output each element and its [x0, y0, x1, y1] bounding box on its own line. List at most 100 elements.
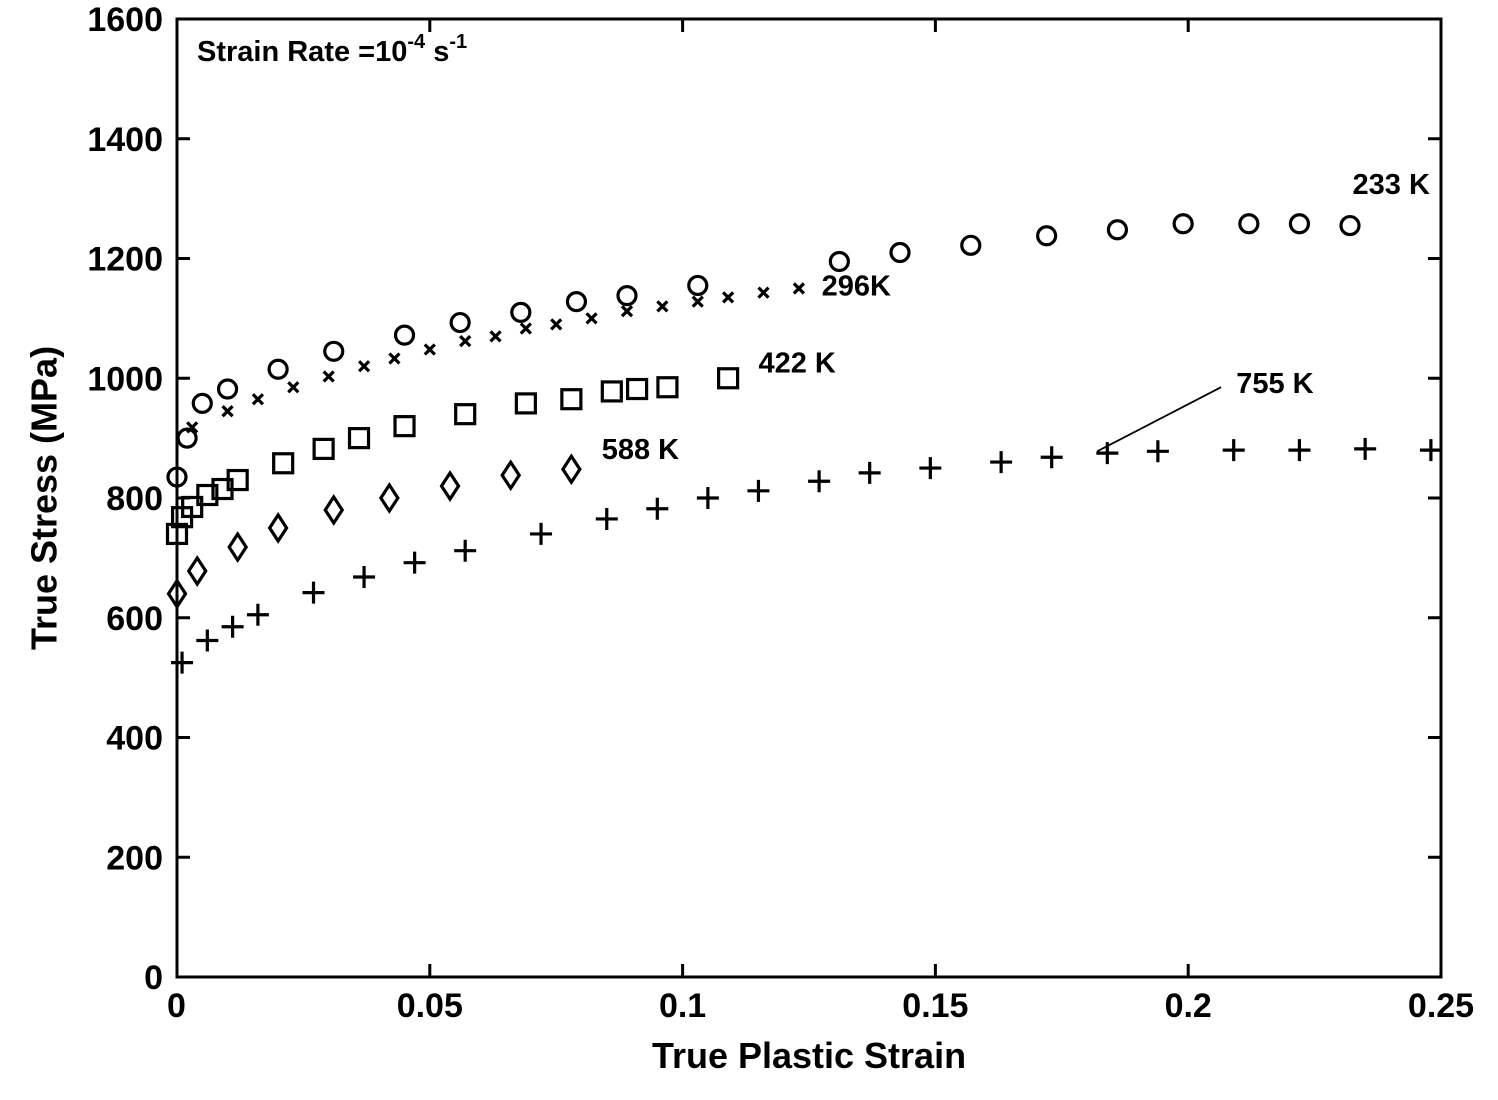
- circle-marker: [1339, 214, 1361, 237]
- x-marker: [757, 286, 770, 299]
- circle-marker: [323, 340, 345, 362]
- y-tick-label: 1400: [87, 121, 163, 159]
- circle-marker: [510, 301, 532, 323]
- tick-labels: 0 0.05 0.1 0.15 0.2 0.25 0 200 400 600 800 1000 1200…: [87, 1, 1474, 1025]
- circle-marker: [191, 392, 213, 414]
- x-marker: [459, 334, 472, 348]
- x-marker: [550, 318, 563, 331]
- square-marker: [196, 483, 219, 507]
- plus-marker: [171, 651, 194, 674]
- plus-marker: [302, 581, 325, 604]
- square-marker: [656, 376, 679, 399]
- plus-marker: [696, 487, 719, 509]
- series-label: 588 K: [602, 434, 679, 466]
- series-labels: 233 K 296K 422 K 588 K 755 K: [602, 169, 1430, 466]
- x-marker: [489, 330, 502, 343]
- x-marker: [620, 305, 634, 318]
- x-marker: [792, 282, 806, 295]
- circle-marker: [1288, 213, 1311, 235]
- circle-marker: [1036, 225, 1058, 247]
- x-marker: [221, 405, 234, 418]
- square-marker: [312, 437, 335, 461]
- y-tick-label: 1600: [87, 1, 163, 39]
- x-marker: [251, 393, 265, 406]
- y-axis-label: True Stress (MPa): [24, 346, 65, 650]
- plus-marker: [919, 457, 942, 480]
- circle-marker: [1106, 219, 1129, 241]
- data-markers: [165, 213, 1442, 674]
- circle-marker: [828, 250, 850, 273]
- square-marker: [393, 415, 416, 438]
- x-marker: [721, 291, 735, 304]
- plus-marker: [747, 479, 770, 502]
- x-tick-label: 0.05: [397, 987, 463, 1025]
- circle-marker: [1172, 213, 1194, 235]
- plus-marker: [530, 522, 553, 545]
- square-marker: [454, 403, 477, 426]
- square-marker: [226, 468, 249, 492]
- diamond-marker: [186, 555, 208, 587]
- y-tick-label: 1000: [87, 360, 163, 398]
- annotation-unit: s: [425, 36, 449, 68]
- plus-marker: [1288, 439, 1311, 462]
- square-marker: [625, 377, 649, 401]
- leader-line-755k: [1096, 386, 1222, 453]
- x-marker: [585, 312, 598, 325]
- x-marker: [388, 352, 401, 365]
- axis-ticks: [175, 17, 1443, 979]
- circle-marker: [393, 324, 416, 346]
- circle-marker: [216, 378, 239, 400]
- plus-marker: [196, 629, 219, 652]
- y-tick-label: 600: [106, 600, 163, 638]
- x-tick-label: 0.15: [902, 987, 968, 1025]
- circle-marker: [1238, 213, 1260, 235]
- circle-marker: [565, 291, 588, 313]
- x-marker: [519, 322, 532, 335]
- y-tick-label: 800: [106, 480, 163, 518]
- circle-marker: [267, 358, 289, 380]
- diamond-marker: [439, 470, 461, 502]
- x-marker: [357, 360, 371, 373]
- plus-marker: [1354, 437, 1377, 460]
- x-tick-label: 0: [167, 987, 186, 1025]
- circle-marker: [687, 274, 709, 297]
- circle-marker: [616, 285, 638, 307]
- plot-frame: [175, 17, 1443, 979]
- square-marker: [560, 388, 583, 411]
- series-label: 422 K: [758, 347, 835, 379]
- plus-marker: [990, 451, 1013, 474]
- diamond-marker: [500, 459, 522, 492]
- square-marker: [347, 427, 371, 450]
- x-marker: [287, 381, 300, 394]
- circle-marker: [889, 241, 911, 264]
- y-tick-label: 200: [106, 839, 163, 877]
- series-label: 296K: [822, 271, 891, 303]
- square-marker: [717, 367, 740, 390]
- annotation-exponent: -4: [407, 31, 426, 53]
- series-label: 755 K: [1236, 368, 1313, 400]
- diamond-marker: [323, 494, 345, 526]
- plus-marker: [1222, 439, 1245, 462]
- x-marker: [691, 295, 704, 308]
- plus-marker: [646, 497, 669, 520]
- square-marker: [600, 380, 623, 403]
- circle-marker: [449, 311, 471, 334]
- strain-rate-annotation: Strain Rate =10-4 s-1: [197, 31, 467, 68]
- x-tick-label: 0.25: [1408, 987, 1474, 1025]
- x-tick-label: 0.2: [1165, 987, 1212, 1025]
- x-axis-label: True Plastic Strain: [652, 1035, 966, 1076]
- plus-marker: [858, 461, 881, 484]
- y-tick-label: 1200: [87, 241, 163, 279]
- diamond-marker: [227, 531, 249, 564]
- series-label: 233 K: [1353, 169, 1430, 201]
- diamond-marker: [560, 453, 582, 486]
- x-marker: [656, 300, 669, 313]
- x-marker: [186, 421, 199, 434]
- square-marker: [181, 495, 204, 519]
- plus-marker: [246, 603, 269, 626]
- plus-marker: [1419, 439, 1442, 462]
- plus-marker: [595, 507, 618, 530]
- circle-marker: [960, 234, 982, 256]
- plus-marker: [808, 470, 831, 493]
